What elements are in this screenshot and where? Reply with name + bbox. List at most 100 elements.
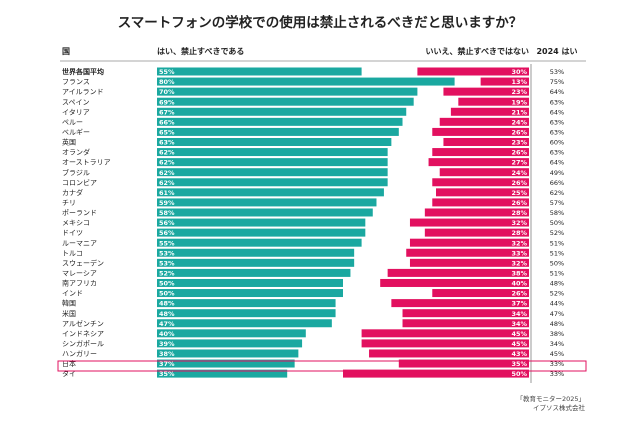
category-label: 南アフリカ [62, 279, 97, 288]
value-label-2024: 45% [550, 350, 564, 358]
bar-no [343, 369, 529, 378]
value-label-2024: 63% [550, 129, 564, 137]
bar-yes [157, 278, 343, 287]
bar-no [480, 77, 529, 86]
value-label-yes: 56% [159, 229, 175, 237]
category-label: 世界各国平均 [62, 67, 104, 76]
bar-no [443, 137, 529, 146]
value-label-no: 30% [511, 68, 527, 76]
bar-yes [157, 369, 288, 378]
bar-no [417, 67, 529, 76]
bar-yes [157, 87, 418, 96]
value-label-no: 32% [511, 219, 527, 227]
source-label: 「教育モニター2025」 [516, 394, 585, 403]
value-label-2024: 75% [550, 78, 564, 86]
bar-no [436, 188, 529, 197]
company-label: イプソス株式会社 [533, 403, 586, 412]
bar-yes [157, 148, 388, 157]
value-label-no: 28% [511, 209, 527, 217]
bar-no [398, 359, 529, 368]
bar-no [409, 238, 529, 247]
category-label: ブラジル [62, 168, 90, 177]
bar-yes [157, 77, 455, 86]
category-label: ベルギー [62, 129, 90, 137]
bar-yes [157, 299, 336, 308]
value-label-yes: 52% [159, 270, 175, 278]
value-label-2024: 62% [550, 189, 564, 197]
value-label-2024: 63% [550, 118, 564, 126]
value-label-yes: 55% [159, 68, 175, 76]
value-label-no: 24% [511, 169, 527, 177]
bar-yes [157, 178, 388, 187]
value-label-yes: 55% [159, 239, 175, 247]
value-label-yes: 50% [159, 280, 175, 288]
bar-no [458, 97, 529, 106]
bar-no [450, 107, 529, 116]
value-label-yes: 39% [159, 340, 175, 348]
value-label-yes: 40% [159, 330, 175, 338]
bar-yes [157, 168, 388, 177]
bar-no [439, 117, 529, 126]
bar-yes [157, 238, 362, 247]
category-label: アイルランド [62, 88, 104, 96]
value-label-2024: 66% [550, 179, 564, 187]
value-label-no: 37% [511, 300, 527, 308]
value-label-2024: 64% [550, 88, 564, 96]
value-label-yes: 59% [159, 199, 175, 207]
value-label-no: 50% [511, 370, 527, 378]
value-label-no: 27% [511, 159, 527, 167]
value-label-2024: 51% [550, 239, 564, 247]
value-label-yes: 47% [159, 320, 175, 328]
bar-yes [157, 218, 366, 227]
bar-no [424, 208, 529, 217]
bar-no [443, 87, 529, 96]
value-label-no: 45% [511, 340, 527, 348]
header-yes: はい、禁止すべきである [157, 46, 244, 56]
bar-yes [157, 107, 407, 116]
value-label-2024: 53% [550, 68, 564, 76]
value-label-yes: 50% [159, 290, 175, 298]
category-label: メキシコ [62, 219, 90, 227]
bar-yes [157, 208, 373, 217]
value-label-no: 34% [511, 320, 527, 328]
category-label: ペルー [62, 118, 83, 126]
value-label-yes: 37% [159, 360, 175, 368]
bar-no [432, 127, 529, 136]
category-label: 韓国 [62, 299, 76, 308]
bar-no [424, 228, 529, 237]
value-label-2024: 64% [550, 159, 564, 167]
bar-yes [157, 158, 388, 167]
value-label-no: 21% [511, 108, 527, 116]
value-label-2024: 50% [550, 259, 564, 267]
value-label-no: 13% [511, 78, 527, 86]
value-label-no: 26% [511, 149, 527, 157]
bar-yes [157, 349, 299, 358]
bar-no [361, 329, 529, 338]
value-label-yes: 69% [159, 98, 175, 106]
category-label: カナダ [62, 188, 83, 197]
bar-yes [157, 329, 306, 338]
category-label: マレーシア [62, 270, 97, 278]
value-label-yes: 48% [159, 300, 175, 308]
chart-title: スマートフォンの学校での使用は禁止されるべきだと思いますか？ [118, 14, 523, 31]
value-label-2024: 51% [550, 249, 564, 257]
category-label: コロンビア [62, 178, 97, 187]
bar-no [402, 319, 529, 328]
value-label-2024: 38% [550, 330, 564, 338]
value-label-no: 26% [511, 199, 527, 207]
bar-yes [157, 117, 403, 126]
value-label-no: 25% [511, 189, 527, 197]
value-label-yes: 58% [159, 209, 175, 217]
bar-yes [157, 97, 414, 106]
value-label-yes: 65% [159, 129, 175, 137]
value-label-no: 32% [511, 239, 527, 247]
value-label-2024: 52% [550, 229, 564, 237]
value-label-yes: 62% [159, 179, 175, 187]
value-label-no: 26% [511, 179, 527, 187]
category-label: タイ [62, 369, 76, 378]
bar-no [432, 289, 529, 298]
value-label-2024: 49% [550, 169, 564, 177]
category-label: オーストラリア [62, 159, 111, 167]
value-label-no: 23% [511, 88, 527, 96]
